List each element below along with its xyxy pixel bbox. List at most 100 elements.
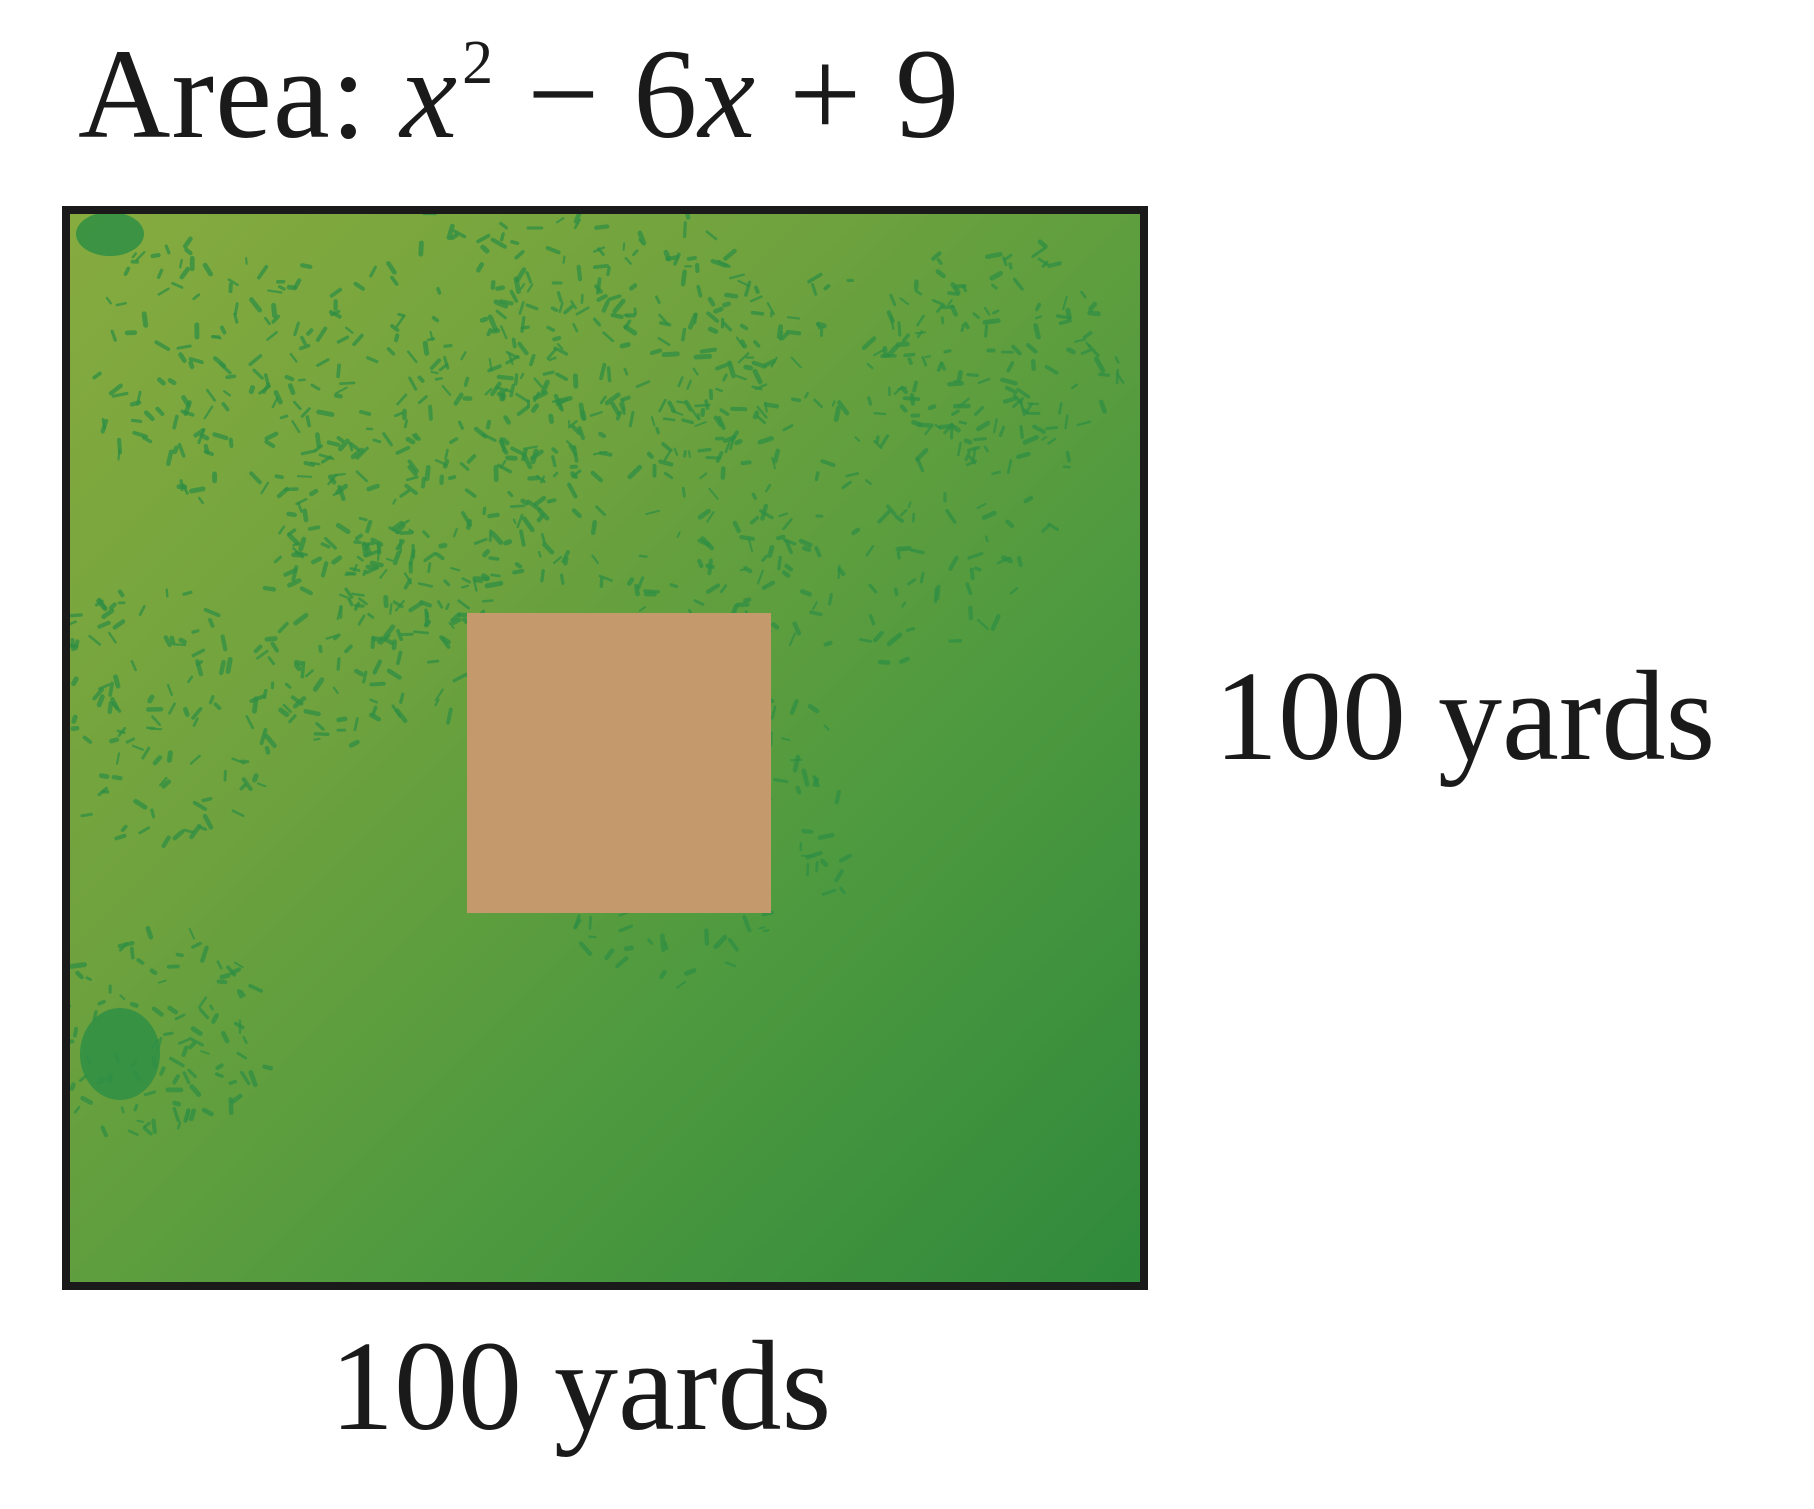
grass-speck	[481, 573, 490, 581]
grass-speck	[588, 915, 592, 931]
grass-speck	[120, 1106, 125, 1114]
grass-speck	[1035, 302, 1042, 312]
grass-speck	[763, 358, 776, 368]
grass-speck	[621, 399, 626, 412]
area-label: Area: x2 − 6x + 9	[78, 30, 960, 158]
grass-speck	[519, 529, 526, 547]
grass-speck	[499, 388, 508, 398]
grass-speck	[193, 428, 206, 438]
grass-speck	[176, 1121, 182, 1130]
grass-speck	[914, 289, 923, 296]
grass-speck	[694, 403, 711, 408]
grass-speck	[756, 569, 764, 585]
grass-speck	[744, 280, 752, 297]
grass-speck	[576, 264, 583, 282]
grass-speck	[935, 584, 941, 601]
grass-speck	[637, 576, 645, 589]
grass-speck	[816, 321, 827, 329]
grass-speck	[704, 928, 710, 946]
area-term-2: + 9	[756, 23, 961, 165]
grass-speck	[228, 1096, 234, 1116]
grass-speck	[509, 504, 526, 508]
grass-speck	[911, 419, 923, 428]
grass-speck	[899, 404, 908, 413]
grass-speck	[628, 410, 635, 428]
grass-speck	[886, 632, 903, 647]
grass-speck	[1025, 343, 1038, 354]
grass-speck	[495, 309, 507, 320]
grass-speck	[802, 545, 812, 553]
grass-speck	[141, 311, 149, 328]
grass-speck	[98, 597, 107, 610]
grass-speck	[355, 533, 363, 541]
grass-speck	[305, 669, 314, 678]
grass-speck	[187, 675, 194, 684]
grass-speck	[610, 401, 621, 416]
grass-speck	[157, 377, 166, 386]
grass-speck	[70, 725, 80, 732]
grass-speck	[399, 692, 405, 704]
grass-speck	[109, 737, 120, 744]
grass-speck	[101, 608, 115, 620]
grass-speck	[553, 346, 569, 356]
grass-speck	[191, 629, 200, 634]
grass-speck	[879, 434, 890, 448]
grass-speck	[411, 433, 419, 441]
grass-speck	[790, 356, 802, 369]
grass-speck	[395, 445, 411, 455]
grass-speck	[234, 302, 239, 315]
grass-speck	[723, 248, 737, 261]
grass-speck	[394, 708, 408, 724]
grass-speck	[165, 588, 169, 598]
grass-speck	[188, 927, 196, 940]
grass-speck	[823, 284, 831, 291]
grass-speck	[382, 636, 394, 646]
grass-speck	[181, 483, 189, 495]
grass-speck	[252, 773, 259, 783]
grass-speck	[1005, 519, 1015, 529]
grass-speck	[487, 512, 500, 519]
grass-speck	[665, 255, 680, 262]
grass-speck	[782, 424, 794, 432]
grass-speck	[973, 437, 988, 442]
grass-speck	[278, 707, 290, 718]
grass-speck	[313, 737, 321, 741]
grass-speck	[622, 242, 626, 251]
grass-speck	[947, 291, 960, 296]
grass-speck	[740, 460, 752, 466]
grass-speck	[956, 369, 963, 382]
grass-speck	[965, 582, 973, 596]
grass-speck	[752, 368, 763, 385]
grass-speck	[324, 537, 337, 550]
grass-speck	[638, 605, 647, 612]
grass-speck	[715, 387, 724, 393]
grass-speck	[510, 446, 526, 457]
grass-speck	[872, 630, 884, 643]
grass-speck	[951, 424, 961, 433]
grass-speck	[755, 414, 767, 425]
grass-speck	[606, 266, 611, 277]
grass-speck	[914, 331, 927, 335]
grass-speck	[1016, 451, 1031, 460]
grass-speck	[499, 460, 507, 469]
grass-speck	[476, 262, 485, 273]
grass-speck	[673, 252, 681, 266]
grass-speck	[1044, 364, 1059, 375]
grass-speck	[408, 376, 418, 391]
grass-speck	[233, 1021, 245, 1030]
grass-speck	[484, 387, 493, 396]
grass-speck	[188, 1041, 197, 1050]
grass-speck	[737, 279, 751, 287]
grass-speck	[362, 569, 367, 577]
area-term-1: − 6	[494, 23, 699, 165]
grass-speck	[650, 348, 662, 355]
grass-speck	[552, 471, 559, 478]
grass-speck	[821, 888, 837, 896]
grass-speck	[1004, 385, 1018, 395]
grass-speck	[297, 501, 303, 513]
grass-speck	[533, 377, 544, 389]
grass-speck	[183, 828, 195, 834]
grass-speck	[896, 551, 901, 560]
grass-speck	[434, 688, 444, 702]
grass-speck	[919, 571, 925, 584]
